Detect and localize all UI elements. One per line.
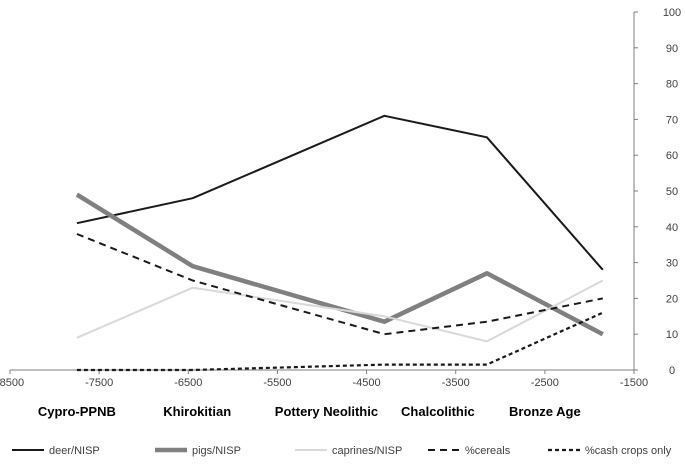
legend-label: deer/NISP (49, 445, 100, 457)
y-tick-label: 40 (666, 222, 678, 234)
x-tick-labels: -8500 -7500 -6500 -5500 -4500 -3500 -2500 -1500 (0, 377, 648, 389)
y-tick-label: 70 (666, 114, 678, 126)
legend-item[interactable]: deer/NISP (12, 445, 100, 457)
legend-item[interactable]: %cash crops only (548, 445, 672, 457)
x-tick-label: -3500 (442, 377, 470, 389)
x-tick-label: -7500 (85, 377, 113, 389)
x-tick-label: -6500 (174, 377, 202, 389)
legend-item[interactable]: caprines/NISP (295, 445, 402, 457)
x-tick-label: -1500 (620, 377, 648, 389)
x-tick-label: -5500 (263, 377, 291, 389)
legend[interactable]: deer/NISP pigs/NISP caprines/NISP %cereals%… (12, 445, 672, 457)
series-line-cash-crops-only (76, 311, 604, 372)
period-label: Bronze Age (509, 404, 581, 419)
legend-label: %cash crops only (585, 445, 672, 457)
period-labels: Cypro-PPNB Khirokitian Pottery Neolithic Ch… (38, 404, 581, 419)
axes (9, 11, 638, 374)
legend-label: %cereals (465, 445, 511, 457)
y-tick-label: 80 (666, 79, 678, 91)
series-line-cereals (76, 233, 603, 336)
y-tick-labels: 0 10 20 30 40 50 60 70 80 90 100 (663, 7, 681, 377)
y-tick-label: 50 (666, 186, 678, 198)
period-label: Khirokitian (163, 404, 231, 419)
y-tick-label: 30 (666, 258, 678, 270)
period-label: Cypro-PPNB (38, 404, 116, 419)
legend-item[interactable]: pigs/NISP (155, 445, 241, 457)
y-tick-label: 90 (666, 43, 678, 55)
legend-label: caprines/NISP (332, 445, 402, 457)
y-tick-label: 100 (663, 7, 681, 19)
series-line-pigs-nisp (75, 192, 604, 337)
y-tick-label: 0 (669, 365, 675, 377)
y-tick-label: 10 (666, 329, 678, 341)
y-tick-label: 60 (666, 150, 678, 162)
series-lines (75, 114, 604, 372)
legend-label: pigs/NISP (192, 445, 241, 457)
x-tick-label: -4500 (353, 377, 381, 389)
legend-item[interactable]: %cereals (428, 445, 511, 457)
period-label: Chalcolithic (401, 404, 475, 419)
y-tick-label: 20 (666, 293, 678, 305)
series-line-caprines-nisp (76, 279, 604, 343)
x-tick-label: -2500 (531, 377, 559, 389)
x-tick-label: -8500 (0, 377, 24, 389)
period-label: Pottery Neolithic (275, 404, 378, 419)
series-line-deer-nisp (76, 114, 604, 271)
